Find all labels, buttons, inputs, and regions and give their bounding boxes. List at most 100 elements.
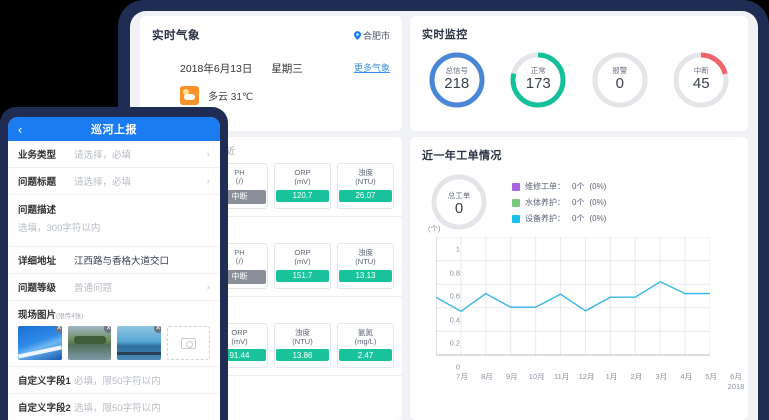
- metric-unit: (mV): [294, 177, 311, 187]
- chevron-right-icon: ›: [206, 175, 210, 187]
- chart-xtick: 6月: [730, 372, 742, 381]
- metric-card[interactable]: 浊度 (NTU) 26.07: [337, 163, 394, 209]
- metric-name: PH: [234, 247, 245, 257]
- field-value: 必填，限50字符以内: [74, 376, 161, 387]
- close-icon[interactable]: ✕: [153, 326, 161, 333]
- gauge-label: 中断: [693, 66, 709, 75]
- legend-pct: (0%): [589, 214, 607, 223]
- chevron-left-icon[interactable]: ‹: [18, 121, 23, 137]
- problem-level-row[interactable]: 问题等级 普通问题 ›: [8, 274, 220, 301]
- patrol-report-phone: ‹ 巡河上报 业务类型 请选择，必填 › 问题标题 请选择，必填 › 问题描述 选填，300字…: [8, 117, 220, 420]
- add-photo-button[interactable]: [166, 326, 211, 360]
- chart-xtick: 10月: [528, 372, 545, 381]
- field-label: 问题标题: [18, 177, 57, 188]
- photo-thumbnail[interactable]: ✕: [67, 326, 111, 360]
- chart-xtick: 2月: [630, 372, 643, 381]
- workorder-card: 近一年工单情况 总工单 0 维修工单： 0个 (0%) 水体养护： 0个 (0%) 设备养护…: [410, 137, 748, 420]
- chart-plot-area: 1 0.8 0.6 0.4 0.2 0 7月 8月 9月 10月 11月 12月 1月 2月 3月 4月 5月 6…: [435, 236, 744, 391]
- field-row-0[interactable]: 业务类型 请选择，必填 ›: [8, 141, 220, 168]
- legend-count: 0个: [572, 198, 585, 207]
- workorder-line-chart: (个) 1 0.8 0.6 0.4 0.2 0 7月 8月 9月 10月 11月 12月 1月 2月 3月 4…: [410, 224, 748, 415]
- metric-name: 浊度: [295, 327, 310, 337]
- metric-unit: (NTU): [355, 177, 376, 187]
- description-placeholder: 选填，300字符以内: [18, 223, 101, 234]
- metric-name: ORP: [231, 327, 248, 337]
- metric-value: 151.7: [276, 269, 329, 282]
- field-label: 问题等级: [18, 283, 57, 294]
- metric-unit: (NTU): [355, 257, 376, 267]
- address-row[interactable]: 详细地址 江西路与香格大道交口: [8, 247, 220, 274]
- workorder-total-value: 0: [454, 200, 464, 217]
- metric-name: 氨氮: [358, 327, 373, 337]
- description-label: 问题描述: [18, 205, 57, 216]
- chart-x-year: 2018: [727, 382, 745, 391]
- chart-xtick: 12月: [578, 372, 595, 381]
- photo-thumbnail[interactable]: ✕: [18, 326, 62, 360]
- photos-label: 现场图片(限传4张): [18, 310, 84, 321]
- metric-value: 13.13: [339, 269, 392, 282]
- gauge-总信号: 总信号 218: [426, 49, 488, 111]
- more-weather-link[interactable]: 更多气象: [353, 63, 390, 73]
- gauge-label: 总信号: [445, 66, 469, 75]
- metric-card[interactable]: ORP (mV) 151.7: [274, 242, 331, 289]
- chart-ytick: 0.2: [449, 338, 460, 348]
- weather-location[interactable]: 合肥市: [353, 29, 390, 42]
- legend-name: 维修工单：: [525, 182, 565, 191]
- legend-item: 水体养护： 0个 (0%): [512, 197, 606, 208]
- legend-name: 设备养护：: [525, 214, 565, 223]
- field-label: 自定义字段1: [18, 376, 71, 387]
- metric-value: 26.07: [339, 189, 392, 202]
- dashboard-viewport: 实时气象 合肥市 2018年6月13日 星期三 更多气象 多云 31℃: [130, 11, 758, 420]
- close-icon[interactable]: ✕: [104, 326, 111, 333]
- gauge-value: 173: [525, 75, 551, 92]
- chart-ytick: 0.4: [449, 315, 460, 325]
- metric-value: 2.47: [339, 349, 392, 362]
- metric-card[interactable]: 浊度 (NTU) 13.86: [274, 322, 331, 369]
- metric-card[interactable]: 氨氮 (mg/L) 2.47: [337, 322, 394, 369]
- field-label: 详细地址: [18, 256, 57, 267]
- photo-thumbnail[interactable]: ✕: [117, 326, 161, 360]
- phone-navbar: ‹ 巡河上报: [8, 117, 220, 141]
- weather-header: 实时气象 合肥市: [140, 16, 402, 43]
- chart-ytick: 0.6: [449, 291, 460, 301]
- chevron-right-icon: ›: [206, 281, 210, 293]
- metric-name: ORP: [294, 247, 311, 257]
- chart-y-unit: (个): [428, 224, 441, 233]
- legend-pct: (0%): [589, 198, 607, 207]
- metric-value: 13.86: [276, 349, 329, 362]
- gauge-label: 正常: [530, 66, 546, 75]
- workorder-total-label: 总工单: [447, 191, 471, 200]
- chart-ytick: 0.8: [449, 268, 460, 278]
- chart-xtick: 8月: [481, 372, 493, 381]
- chevron-right-icon: ›: [206, 148, 210, 160]
- camera-icon: [180, 337, 196, 349]
- donut-svg: [429, 52, 485, 108]
- custom-field-row-0[interactable]: 自定义字段1 必填，限50字符以内: [8, 367, 220, 394]
- metric-unit: （/）: [230, 177, 249, 187]
- metric-unit: （/）: [230, 257, 249, 267]
- legend-swatch: [512, 198, 520, 207]
- metric-card[interactable]: ORP (mV) 120.7: [274, 163, 331, 209]
- custom-field-row-1[interactable]: 自定义字段2 选填，限50字符以内: [8, 394, 220, 420]
- workorder-summary: 总工单 0 维修工单： 0个 (0%) 水体养护： 0个 (0%) 设备养护： 0个 (0%): [410, 163, 748, 233]
- donut-svg: [673, 52, 729, 108]
- donut-svg: [510, 52, 566, 108]
- gauge-label: 报警: [612, 66, 628, 75]
- field-row-1[interactable]: 问题标题 请选择，必填 ›: [8, 168, 220, 195]
- metric-unit: (mV): [231, 336, 248, 346]
- gauge-正常: 正常 173: [507, 49, 569, 111]
- photos-hint: (限传4张): [56, 313, 84, 320]
- monitor-title: 实时监控: [422, 29, 468, 41]
- donut-svg: [592, 52, 648, 108]
- metric-name: ORP: [294, 168, 311, 177]
- gauge-报警: 报警 0: [589, 49, 651, 111]
- photo-thumbnails: ✕ ✕ ✕: [18, 326, 211, 360]
- chart-xtick: 4月: [680, 372, 693, 381]
- chart-xtick: 11月: [553, 372, 570, 381]
- field-value: 选填，限50字符以内: [74, 403, 161, 414]
- description-field[interactable]: 问题描述选填，300字符以内: [8, 195, 220, 247]
- metric-card[interactable]: 浊度 (NTU) 13.13: [337, 242, 394, 289]
- close-icon[interactable]: ✕: [54, 326, 62, 333]
- map-pin-icon: [353, 30, 361, 40]
